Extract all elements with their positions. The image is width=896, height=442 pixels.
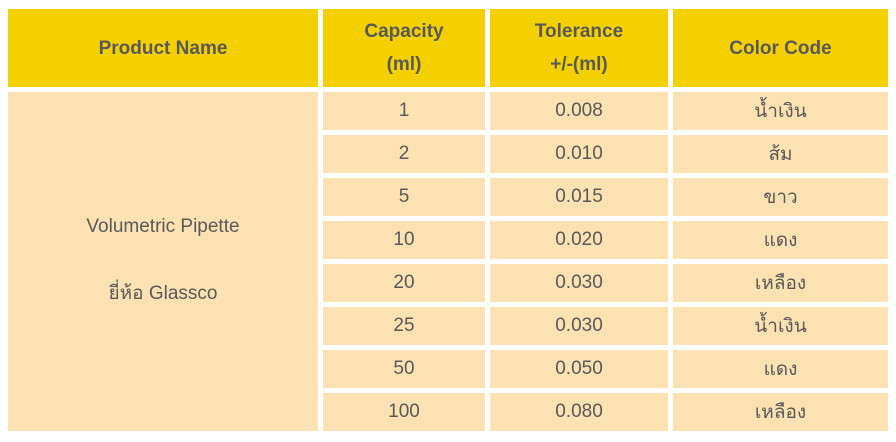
color-code-cell: แดง: [673, 350, 888, 388]
header-capacity: Capacity (ml): [323, 9, 485, 87]
capacity-cell: 1: [323, 92, 485, 130]
table-row: 25 0.030 น้ำเงิน: [8, 307, 888, 345]
product-name-lines: Volumetric Pipette ยี่ห้อ Glassco: [8, 92, 318, 431]
table-row: 2 0.010 ส้ม: [8, 135, 888, 173]
capacity-cell: 25: [323, 307, 485, 345]
table-row: 10 0.020 แดง: [8, 221, 888, 259]
table-row: 100 0.080 เหลือง: [8, 393, 888, 431]
header-tolerance-line1: Tolerance: [534, 21, 624, 42]
header-tolerance-line2: +/-(ml): [550, 54, 608, 75]
table-row: 5 0.015 ขาว: [8, 178, 888, 216]
table-row: Volumetric Pipette ยี่ห้อ Glassco 1 0.00…: [8, 92, 888, 431]
color-code-cell: ขาว: [673, 178, 888, 216]
header-capacity-line2: (ml): [386, 54, 422, 75]
capacity-cell: 20: [323, 264, 485, 302]
tolerance-cell: 0.050: [490, 350, 668, 388]
color-code-cell: น้ำเงิน: [673, 92, 888, 130]
capacity-cell: 100: [323, 393, 485, 431]
header-capacity-line1: Capacity: [364, 21, 444, 42]
color-code-cell: แดง: [673, 221, 888, 259]
table-row: 20 0.030 เหลือง: [8, 264, 888, 302]
capacity-cell: 10: [323, 221, 485, 259]
pipette-spec-table: Product Name Capacity (ml) Tolerance +/-…: [3, 4, 893, 436]
tolerance-cell: 0.015: [490, 178, 668, 216]
product-name-cell: Volumetric Pipette ยี่ห้อ Glassco: [8, 92, 318, 431]
product-brand-line2: ยี่ห้อ Glassco: [108, 282, 218, 304]
color-code-cell: เหลือง: [673, 264, 888, 302]
table-row: 50 0.050 แดง: [8, 350, 888, 388]
capacity-cell: 2: [323, 135, 485, 173]
header-product-name: Product Name: [8, 9, 318, 87]
tolerance-cell: 0.030: [490, 264, 668, 302]
color-code-cell: เหลือง: [673, 393, 888, 431]
header-color-code: Color Code: [673, 9, 888, 87]
color-code-cell: ส้ม: [673, 135, 888, 173]
tolerance-cell: 0.020: [490, 221, 668, 259]
tolerance-cell: 0.080: [490, 393, 668, 431]
tolerance-cell: 0.030: [490, 307, 668, 345]
color-code-cell: น้ำเงิน: [673, 307, 888, 345]
product-name-line1: Volumetric Pipette: [86, 215, 240, 237]
header-tolerance: Tolerance +/-(ml): [490, 9, 668, 87]
tolerance-cell: 0.008: [490, 92, 668, 130]
capacity-cell: 5: [323, 178, 485, 216]
tolerance-cell: 0.010: [490, 135, 668, 173]
capacity-cell: 50: [323, 350, 485, 388]
table-header-row: Product Name Capacity (ml) Tolerance +/-…: [8, 9, 888, 87]
